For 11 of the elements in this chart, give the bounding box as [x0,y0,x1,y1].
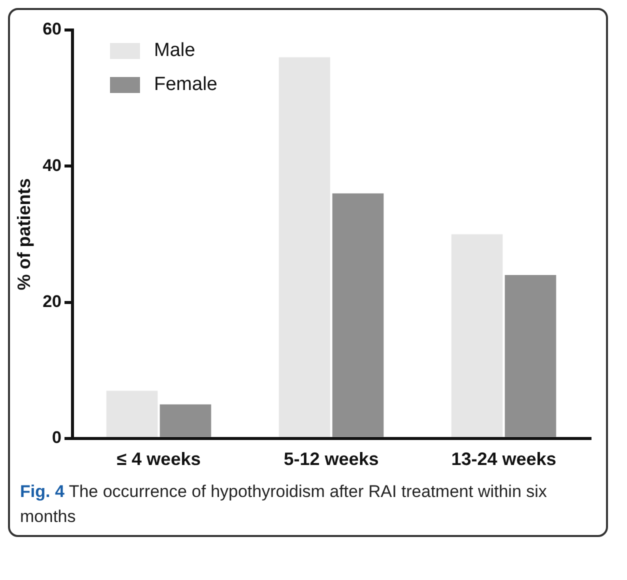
y-tick-label: 60 [42,20,62,39]
x-tick-label: 5-12 weeks [284,449,379,470]
y-tick-label: 40 [42,156,62,175]
legend-label: Male [154,40,196,62]
legend-label: Female [154,74,218,96]
y-axis-title: % of patients [14,178,34,290]
y-tick-label: 0 [52,428,62,448]
x-tick-label: ≤ 4 weeks [116,449,201,470]
y-tick-label: 20 [42,292,62,311]
x-tick-label: 13-24 weeks [451,449,556,470]
caption: Fig. 4 The occurrence of hypothyroidism after RAI treatment within six months [20,482,547,526]
